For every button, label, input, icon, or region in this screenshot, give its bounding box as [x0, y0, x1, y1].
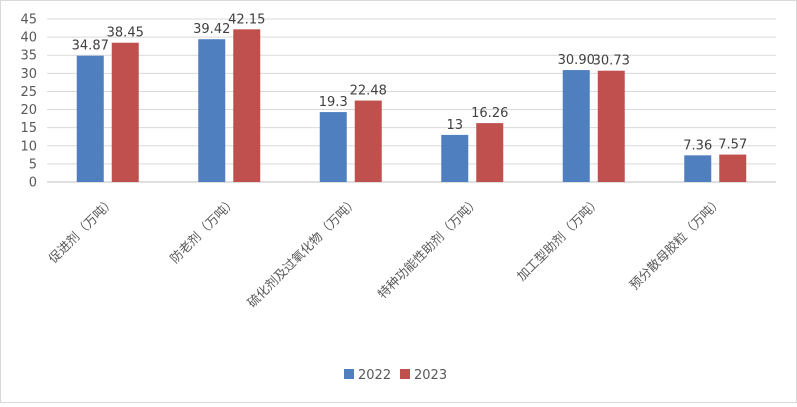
y-tick-label: 45: [20, 13, 37, 28]
y-tick-label: 40: [20, 31, 37, 46]
bar-2023: [233, 29, 261, 182]
bar-2023: [597, 70, 625, 182]
data-label: 13: [446, 118, 463, 133]
category-label: 促进剂（万吨）: [45, 194, 117, 266]
gridlines: [47, 18, 776, 183]
bar-2022: [76, 55, 104, 182]
y-axis-ticks: 0 5 10 15 20 25 30 35 40 45: [20, 13, 37, 191]
data-label: 34.87: [72, 39, 109, 54]
bar-2022: [198, 39, 226, 182]
legend-label: 2022: [358, 368, 391, 383]
bar-2023: [719, 154, 747, 182]
data-label: 30.73: [593, 54, 630, 69]
data-label: 16.26: [471, 106, 508, 121]
legend-label: 2023: [414, 368, 447, 383]
legend: 2022 2023: [344, 368, 447, 383]
y-tick-label: 20: [20, 103, 37, 118]
category-label: 预分散母胶粒（万吨）: [626, 194, 725, 293]
bar-2022: [319, 112, 347, 182]
x-axis-categories: 促进剂（万吨） 防老剂（万吨） 硫化剂及过氧化物（万吨） 特种功能性助剂（万吨） 加工型…: [45, 194, 725, 311]
bar-2022: [684, 155, 712, 182]
data-label: 38.45: [107, 26, 144, 41]
data-label: 22.48: [350, 84, 387, 99]
y-tick-label: 25: [20, 85, 37, 100]
y-tick-label: 15: [20, 121, 37, 136]
y-tick-label: 30: [20, 67, 37, 82]
category-label: 加工型助剂（万吨）: [514, 194, 604, 284]
data-label: 30.90: [558, 53, 595, 68]
data-label: 7.57: [718, 138, 747, 153]
y-tick-label: 35: [20, 49, 37, 64]
data-label: 42.15: [228, 12, 265, 27]
bar-2023: [354, 100, 382, 182]
y-tick-label: 5: [29, 157, 37, 172]
category-label: 硫化剂及过氧化物（万吨）: [244, 194, 361, 311]
category-label: 特种功能性助剂（万吨）: [375, 194, 483, 302]
bar-2023: [111, 42, 139, 182]
y-tick-label: 10: [20, 139, 37, 154]
data-label: 7.36: [683, 138, 712, 153]
data-label: 19.3: [319, 95, 348, 110]
bar-2022: [562, 70, 590, 182]
y-tick-label: 0: [29, 176, 37, 191]
bar-2022: [441, 134, 469, 182]
category-label: 防老剂（万吨）: [167, 194, 239, 266]
data-label: 39.42: [193, 22, 230, 37]
bar-2023: [476, 123, 504, 182]
legend-swatch-2023: [400, 369, 410, 379]
legend-swatch-2022: [344, 369, 354, 379]
bars: [76, 29, 747, 182]
